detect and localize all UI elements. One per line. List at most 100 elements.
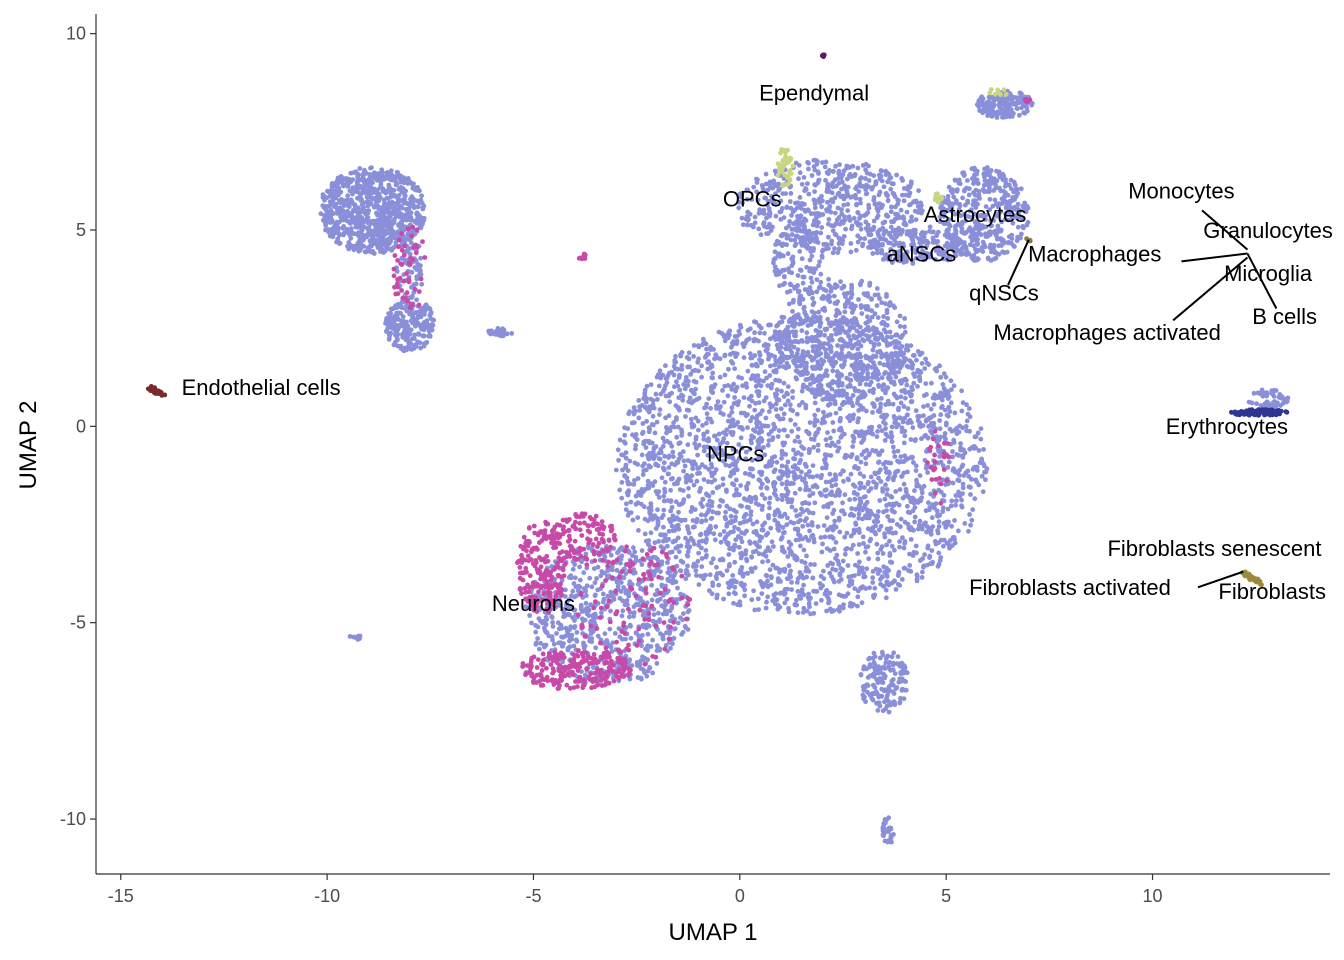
data-point — [800, 523, 806, 529]
data-point — [968, 228, 974, 234]
data-point — [845, 591, 851, 597]
data-point — [776, 364, 782, 370]
data-point — [800, 400, 805, 405]
data-point — [892, 371, 898, 377]
data-point — [862, 213, 867, 218]
data-point — [707, 588, 712, 594]
data-point — [790, 260, 796, 266]
data-point — [802, 560, 808, 566]
data-point — [685, 527, 691, 532]
data-point — [888, 209, 894, 215]
data-point — [819, 204, 824, 210]
data-point — [850, 444, 856, 449]
data-point — [721, 529, 727, 534]
data-point — [954, 188, 960, 194]
data-point — [733, 514, 738, 520]
data-point — [623, 507, 629, 512]
data-point — [814, 223, 820, 229]
data-point — [711, 531, 717, 537]
data-point — [633, 446, 638, 452]
data-point — [884, 492, 890, 497]
data-point — [894, 172, 899, 178]
data-point — [841, 594, 847, 599]
data-point — [766, 513, 771, 518]
data-point — [866, 515, 872, 521]
data-point — [858, 236, 863, 241]
data-point — [840, 468, 846, 474]
data-point — [736, 456, 742, 461]
data-point — [974, 238, 980, 244]
data-point — [804, 364, 809, 370]
data-point — [792, 333, 797, 339]
data-point — [660, 512, 666, 518]
data-point — [926, 424, 931, 429]
data-point — [867, 240, 873, 246]
data-point — [799, 328, 805, 334]
data-point — [873, 513, 878, 519]
data-point — [777, 523, 782, 529]
data-point — [889, 204, 894, 210]
data-point — [936, 550, 942, 556]
data-point — [745, 571, 750, 576]
data-point — [846, 574, 852, 580]
data-point — [757, 350, 762, 355]
data-point — [776, 528, 782, 533]
data-point — [730, 580, 735, 586]
data-point — [985, 255, 991, 261]
data-point — [865, 304, 870, 309]
data-point — [786, 606, 791, 611]
data-point — [786, 266, 791, 271]
data-point — [851, 412, 856, 418]
data-point — [845, 300, 851, 306]
data-point — [793, 537, 799, 543]
data-point — [830, 420, 836, 425]
data-point — [636, 398, 642, 403]
data-point — [892, 473, 898, 479]
data-point — [849, 223, 855, 229]
data-point — [757, 544, 762, 550]
data-point — [765, 423, 771, 429]
data-point — [726, 591, 732, 597]
data-point — [991, 242, 997, 248]
data-point — [868, 486, 874, 491]
data-point — [979, 456, 984, 462]
data-point — [887, 551, 893, 556]
data-point — [899, 362, 905, 368]
data-point — [680, 560, 686, 565]
data-point — [901, 545, 907, 551]
data-point — [744, 222, 750, 228]
data-point — [909, 234, 915, 240]
data-point — [806, 597, 812, 603]
data-point — [896, 459, 902, 465]
data-point — [878, 405, 883, 411]
data-point — [692, 391, 697, 397]
data-point — [625, 479, 630, 485]
data-point — [906, 568, 911, 573]
data-point — [768, 525, 774, 531]
data-point — [804, 553, 809, 559]
data-point — [966, 192, 972, 198]
data-point — [812, 420, 817, 426]
data-point — [967, 446, 973, 452]
data-point — [775, 579, 781, 584]
data-point — [769, 381, 775, 387]
data-point — [632, 478, 637, 483]
data-point — [766, 356, 771, 362]
data-point — [818, 535, 824, 540]
data-point — [871, 353, 876, 359]
data-point — [760, 503, 765, 509]
data-point — [758, 325, 764, 331]
data-point — [855, 603, 860, 609]
data-point — [747, 472, 752, 477]
data-point — [693, 568, 699, 574]
data-point — [727, 328, 733, 334]
data-point — [1024, 105, 1030, 111]
data-point — [824, 608, 829, 614]
data-point — [900, 377, 906, 383]
data-point — [900, 419, 906, 425]
data-point — [805, 316, 811, 321]
data-point — [692, 524, 697, 530]
data-point — [652, 540, 658, 546]
data-point — [724, 523, 730, 529]
data-point — [744, 528, 749, 534]
